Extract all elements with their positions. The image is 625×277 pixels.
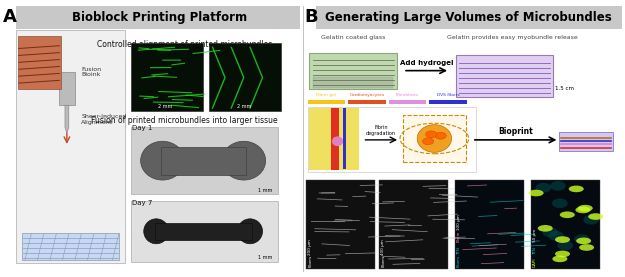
Text: 1 mm: 1 mm [258,255,272,260]
Ellipse shape [548,231,564,241]
Ellipse shape [550,181,566,191]
Circle shape [555,236,570,243]
Bar [155,223,252,240]
Text: Add hydrogel: Add hydrogel [399,60,453,66]
Bar [308,107,476,172]
Text: DVS fibers: DVS fibers [437,93,459,97]
Bar [308,100,345,104]
Bar [403,115,466,162]
Circle shape [569,186,584,192]
Bar [429,100,467,104]
Circle shape [538,225,552,232]
Bar [161,147,246,175]
Text: Fibers: Fibers [457,255,461,267]
Text: Fibroblasts: Fibroblasts [396,93,419,97]
Text: 1 mm: 1 mm [258,188,272,193]
Bar [131,43,203,111]
Bar [348,100,386,104]
Circle shape [552,255,568,262]
Text: Shear-Induced
Alignment: Shear-Induced Alignment [81,114,127,124]
Text: Fibrin
degradation: Fibrin degradation [366,125,396,136]
Ellipse shape [552,198,568,208]
Text: Fusion
Bioink: Fusion Bioink [81,67,101,77]
Bar [209,43,281,111]
Bar [531,180,600,269]
Circle shape [529,190,544,196]
Circle shape [579,244,594,251]
Text: Generating Large Volumes of Microbundles: Generating Large Volumes of Microbundles [326,11,612,24]
Text: Gelatin provides easy myobundle release: Gelatin provides easy myobundle release [447,35,578,40]
Ellipse shape [144,219,169,244]
Text: DAPI: DAPI [533,258,537,267]
Text: 2 mm: 2 mm [236,104,251,109]
Text: Fibers: Fibers [381,255,385,267]
Bar [59,72,75,105]
Circle shape [576,238,591,244]
Text: Gelatin coated glass: Gelatin coated glass [321,35,385,40]
Bar [131,127,278,194]
Bar [131,201,278,262]
Bar [18,36,61,89]
Text: 400 μm: 400 μm [381,239,385,255]
Text: Fibrin: Fibrin [457,231,461,242]
Bar [309,53,397,89]
Text: TTN: TTN [457,247,461,255]
Bar [455,180,524,269]
Ellipse shape [542,228,558,237]
Circle shape [588,213,603,220]
Bar [456,55,553,97]
Bar [316,6,622,29]
Ellipse shape [422,138,434,145]
Bar [379,180,448,269]
Text: TTN: TTN [533,247,537,255]
Bar [22,233,119,260]
Bar [16,6,300,29]
Bar [389,100,426,104]
Bar [342,108,346,169]
Text: B: B [304,8,318,26]
Text: A: A [3,8,17,26]
Bar [331,108,339,170]
Ellipse shape [583,215,599,225]
Text: Cardiomyocytes: Cardiomyocytes [349,93,384,97]
Bar [309,108,359,170]
Bar [16,30,125,263]
Ellipse shape [435,132,446,139]
Bar [306,180,375,269]
Ellipse shape [426,131,437,138]
Circle shape [555,251,570,257]
Bar [559,132,612,151]
Text: Day 7: Day 7 [132,200,153,206]
Ellipse shape [238,219,262,244]
Ellipse shape [536,183,551,193]
Text: 200 μm: 200 μm [308,239,312,255]
Text: Bioblock Printing Platform: Bioblock Printing Platform [72,11,247,24]
Text: Fibrin gel: Fibrin gel [316,93,336,97]
Bar [312,77,392,88]
Text: Fibers: Fibers [308,255,312,267]
Text: 50 μm: 50 μm [533,229,537,242]
Circle shape [560,211,575,218]
Circle shape [576,207,591,213]
Ellipse shape [418,125,451,152]
Text: 100 μm: 100 μm [457,214,461,230]
Ellipse shape [574,234,590,244]
Ellipse shape [558,241,573,250]
Text: Controlled alignment of printed microbundles: Controlled alignment of printed microbun… [97,40,272,49]
Ellipse shape [332,137,343,146]
Circle shape [578,205,592,212]
Text: 1.5 cm: 1.5 cm [555,86,574,91]
Text: Fusion of printed microbundles into larger tissue: Fusion of printed microbundles into larg… [91,116,278,125]
Text: Day 1: Day 1 [132,125,153,131]
Text: 2 mm: 2 mm [159,104,172,109]
Text: Bioprint: Bioprint [498,127,533,136]
FancyArrow shape [65,105,69,133]
Ellipse shape [222,141,266,180]
Ellipse shape [141,141,184,180]
